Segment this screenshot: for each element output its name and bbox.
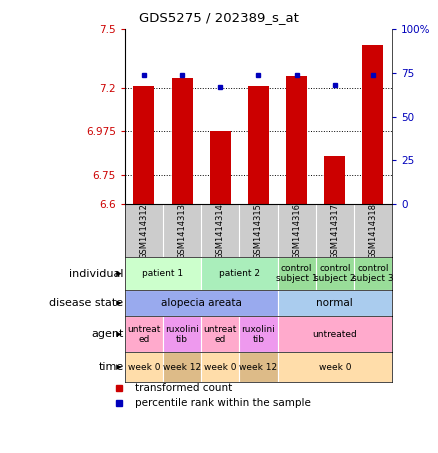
Bar [239,316,278,352]
Text: control
subject 1: control subject 1 [276,264,318,283]
Bar [278,316,392,352]
Text: GSM1414318: GSM1414318 [368,202,378,259]
Bar [163,352,201,382]
Bar [125,290,278,316]
Text: GSM1414313: GSM1414313 [177,202,187,259]
Text: disease state: disease state [49,298,124,308]
Text: alopecia areata: alopecia areata [161,298,242,308]
Text: week 0: week 0 [204,363,237,371]
Text: week 12: week 12 [163,363,201,371]
Bar [125,257,201,290]
Text: untreat
ed: untreat ed [204,325,237,344]
Bar [201,257,278,290]
Text: time: time [98,362,124,372]
Bar [278,257,316,290]
Text: week 0: week 0 [318,363,351,371]
Text: GSM1414314: GSM1414314 [216,202,225,259]
Bar [286,76,307,204]
Text: transformed count: transformed count [135,383,233,393]
Text: patient 1: patient 1 [142,269,184,278]
Bar [316,257,354,290]
Bar [248,86,269,204]
Bar [239,352,278,382]
Text: ruxolini
tib: ruxolini tib [241,325,276,344]
Text: GSM1414316: GSM1414316 [292,202,301,259]
Bar [210,131,231,204]
Bar [362,45,383,204]
Text: GDS5275 / 202389_s_at: GDS5275 / 202389_s_at [139,11,299,24]
Text: untreated: untreated [312,330,357,339]
Bar [201,316,239,352]
Text: agent: agent [91,329,124,339]
Text: GSM1414315: GSM1414315 [254,202,263,259]
Bar [172,78,193,204]
Text: untreat
ed: untreat ed [127,325,161,344]
Text: GSM1414317: GSM1414317 [330,202,339,259]
Text: ruxolini
tib: ruxolini tib [165,325,199,344]
Bar [278,290,392,316]
Text: control
subject 2: control subject 2 [314,264,356,283]
Text: control
subject 3: control subject 3 [352,264,394,283]
Bar [324,156,345,204]
Text: week 12: week 12 [239,363,278,371]
Text: individual: individual [69,269,124,279]
Bar [163,316,201,352]
Bar [134,86,155,204]
Text: week 0: week 0 [127,363,160,371]
Bar [125,352,163,382]
Text: normal: normal [316,298,353,308]
Text: patient 2: patient 2 [219,269,260,278]
Bar [354,257,392,290]
Bar [278,352,392,382]
Bar [125,316,163,352]
Bar [201,352,239,382]
Text: percentile rank within the sample: percentile rank within the sample [135,398,311,408]
Text: GSM1414312: GSM1414312 [139,202,148,259]
